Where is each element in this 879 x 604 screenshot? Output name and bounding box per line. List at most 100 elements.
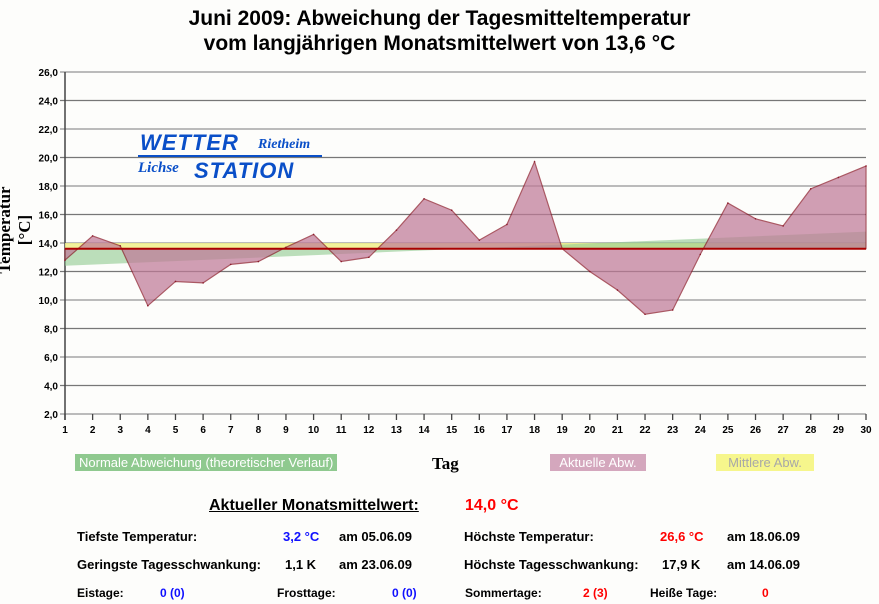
x-tick-label: 30: [860, 425, 872, 436]
max-range-label: Höchste Tagesschwankung:: [464, 557, 639, 572]
x-tick-label: 2: [90, 425, 96, 436]
data-point: [450, 209, 453, 212]
y-tick-label: 22,0: [39, 125, 59, 136]
y-tick-label: 18,0: [39, 182, 59, 193]
logo-place: Rietheim: [258, 137, 311, 152]
data-point: [312, 233, 315, 236]
x-tick-label: 8: [256, 425, 262, 436]
data-point: [64, 259, 66, 261]
mean-value: 14,0 °C: [465, 497, 519, 514]
data-point: [865, 165, 867, 167]
legend-actual: Aktuelle Abw.: [550, 454, 646, 471]
min-temp-label: Tiefste Temperatur:: [77, 529, 198, 544]
data-point: [727, 202, 729, 204]
x-tick-label: 27: [778, 425, 790, 436]
y-tick-label: 2,0: [44, 410, 58, 421]
data-point: [91, 235, 94, 237]
x-tick-label: 21: [612, 425, 624, 436]
x-tick-label: 11: [336, 425, 347, 436]
y-tick-label: 10,0: [39, 296, 59, 307]
min-range-date: am 23.06.09: [339, 557, 413, 572]
x-tick-label: 12: [363, 425, 375, 436]
eistage-label: Eistage:: [77, 586, 124, 600]
frosttage-label: Frosttage:: [277, 586, 336, 600]
y-tick-label: 26,0: [39, 68, 59, 79]
min-range-label: Geringste Tagesschwankung:: [77, 557, 261, 572]
x-tick-label: 16: [474, 425, 486, 436]
min-temp-value: 3,2 °C: [283, 529, 320, 544]
data-point: [285, 246, 287, 249]
max-temp-date: am 18.06.09: [727, 529, 801, 544]
data-point: [837, 176, 840, 179]
y-tick-label: 6,0: [44, 353, 58, 364]
x-tick-label: 19: [557, 425, 569, 436]
x-tick-label: 15: [446, 425, 458, 436]
x-tick-label: 25: [722, 425, 734, 436]
logo-word2: STATION: [194, 158, 295, 183]
y-tick-label: 20,0: [39, 154, 59, 165]
x-tick-label: 10: [308, 425, 320, 436]
data-point: [147, 304, 149, 307]
wetterstation-logo: WETTER Rietheim Lichse STATION: [136, 130, 326, 186]
logo-word3: Lichse: [138, 160, 179, 176]
data-point: [119, 245, 122, 247]
data-point: [395, 229, 398, 231]
min-temp-date: am 05.06.09: [339, 529, 413, 544]
data-point: [174, 280, 177, 283]
x-axis-label: Tag: [432, 454, 459, 473]
y-tick-label: 8,0: [44, 325, 58, 336]
y-tick-label: 16,0: [39, 211, 59, 222]
max-range-value: 17,9 K: [662, 557, 701, 572]
chart-title-line1: Juni 2009: Abweichung der Tagesmitteltem…: [188, 7, 691, 30]
x-tick-label: 28: [805, 425, 817, 436]
heisse-tage-value: 0: [762, 586, 769, 600]
x-tick-label: 22: [639, 425, 651, 436]
sommertage-value: 2 (3): [583, 586, 608, 600]
x-tick-label: 29: [833, 425, 845, 436]
data-point: [340, 260, 343, 263]
x-tick-label: 17: [501, 425, 513, 436]
data-point: [229, 263, 232, 266]
max-range-date: am 14.06.09: [727, 557, 801, 572]
data-point: [533, 160, 536, 163]
heisse-tage-label: Heiße Tage:: [650, 586, 718, 600]
x-tick-label: 3: [117, 425, 123, 436]
x-tick-label: 7: [228, 425, 234, 436]
chart-title-line2: vom langjährigen Monatsmittelwert von 13…: [203, 32, 676, 55]
max-temp-value: 26,6 °C: [660, 529, 704, 544]
data-point: [423, 198, 425, 200]
min-range-value: 1,1 K: [285, 557, 317, 572]
x-tick-label: 1: [62, 425, 68, 436]
data-point: [202, 282, 204, 284]
y-axis-label: Temperatur [°C]: [0, 186, 34, 274]
x-tick-label: 24: [695, 425, 707, 436]
data-point: [588, 270, 591, 273]
data-point: [506, 223, 508, 226]
logo-word1: WETTER: [140, 130, 239, 155]
data-point: [644, 313, 646, 316]
logo-rule: [138, 155, 322, 157]
x-tick-label: 13: [391, 425, 403, 436]
legend-mean: Mittlere Abw.: [716, 454, 814, 471]
data-point: [699, 253, 702, 256]
max-temp-label: Höchste Temperatur:: [464, 529, 594, 544]
data-point: [616, 289, 619, 291]
y-tick-label: 24,0: [39, 97, 59, 108]
x-tick-label: 14: [419, 425, 431, 436]
legend-normal: Normale Abweichung (theoretischer Verlau…: [75, 454, 338, 471]
data-point: [809, 188, 812, 190]
x-tick-label: 5: [173, 425, 179, 436]
x-tick-label: 23: [667, 425, 679, 436]
y-tick-label: 14,0: [39, 239, 59, 250]
x-tick-label: 6: [200, 425, 206, 436]
y-tick-label: 12,0: [39, 268, 59, 279]
data-point: [782, 225, 784, 227]
x-tick-label: 18: [529, 425, 541, 436]
x-tick-label: 26: [750, 425, 762, 436]
data-point: [671, 309, 674, 311]
y-tick-label: 4,0: [44, 382, 58, 393]
data-point: [368, 256, 370, 259]
x-tick-label: 9: [283, 425, 289, 436]
data-point: [257, 260, 260, 263]
